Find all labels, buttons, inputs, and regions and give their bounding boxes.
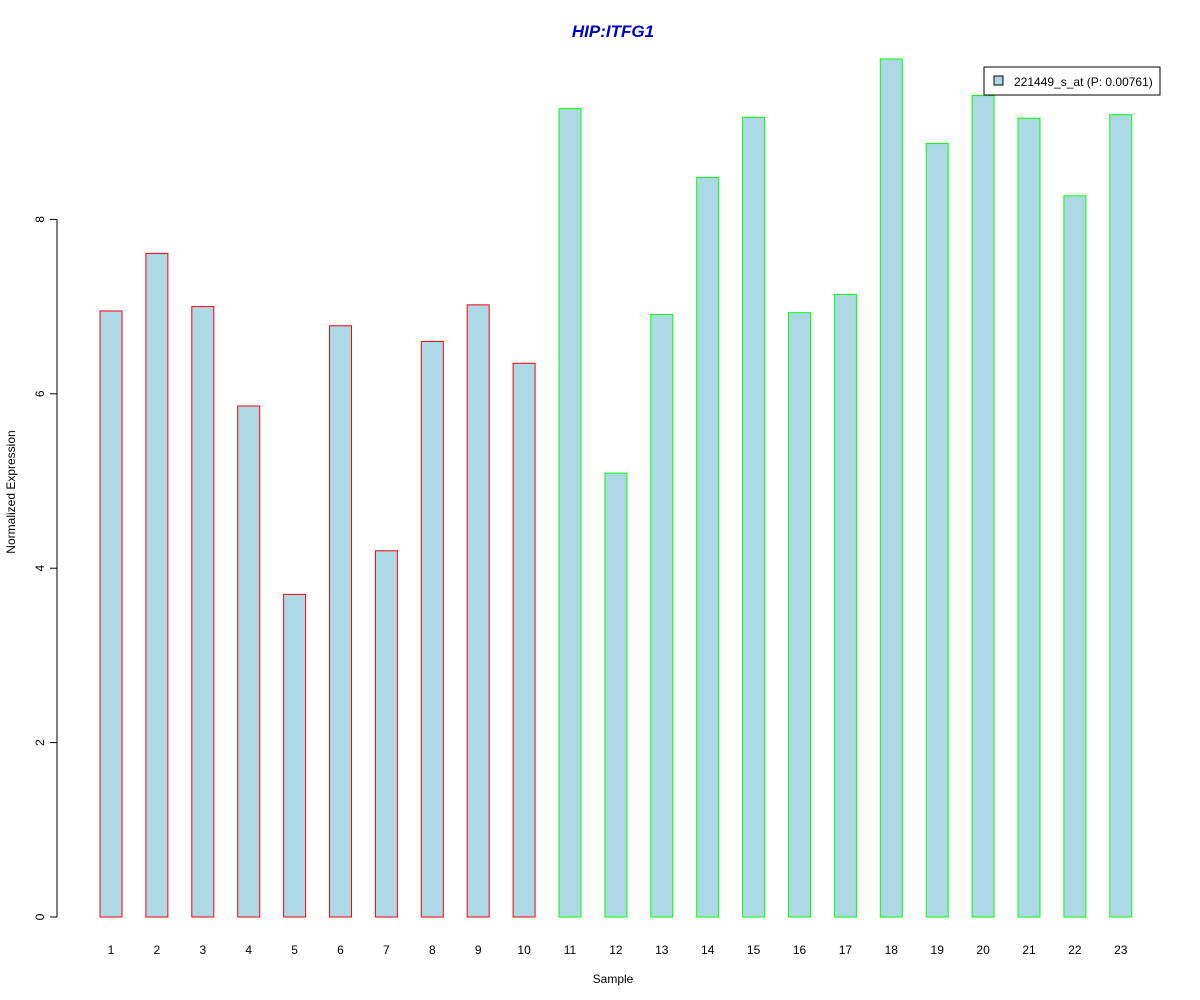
- x-tick-label: 4: [245, 943, 252, 957]
- bar-sample-22: [1063, 195, 1087, 918]
- bar-sample-19: [925, 143, 949, 918]
- y-tick-label: 8: [33, 216, 47, 223]
- x-tick-label: 16: [793, 943, 807, 957]
- bar-sample-18: [879, 58, 903, 918]
- x-tick-label: 20: [976, 943, 990, 957]
- bar-sample-11: [558, 108, 582, 918]
- bar-sample-16: [788, 312, 811, 918]
- bar-sample-4: [237, 405, 261, 918]
- x-tick-label: 7: [383, 943, 390, 957]
- bar-sample-17: [833, 293, 857, 918]
- legend-entry: 221449_s_at (P: 0.00761): [1014, 75, 1153, 89]
- y-tick-label: 2: [33, 739, 47, 746]
- bar-sample-20: [971, 95, 995, 918]
- y-tick-label: 4: [33, 565, 47, 572]
- bars: [99, 58, 1133, 918]
- x-tick-label: 14: [701, 943, 715, 957]
- y-axis: 0 2 4 6 8: [33, 216, 58, 920]
- bar-sample-2: [145, 252, 169, 918]
- x-tick-labels: 1 2 3 4 5 6 7 8 9 10 11 12 13 14 15 16 17 18 19 20 21 22 23: [108, 943, 1128, 957]
- bar-sample-5: [283, 593, 307, 918]
- x-tick-label: 9: [475, 943, 482, 957]
- bar-sample-8: [420, 340, 444, 918]
- x-tick-label: 21: [1022, 943, 1036, 957]
- bar-sample-21: [1017, 117, 1041, 918]
- x-tick-label: 13: [655, 943, 669, 957]
- bar-sample-13: [650, 313, 674, 918]
- bar-sample-14: [696, 177, 720, 918]
- x-tick-label: 3: [199, 943, 206, 957]
- legend: 221449_s_at (P: 0.00761): [983, 66, 1161, 96]
- bar-sample-23: [1109, 114, 1133, 918]
- bar-sample-1: [99, 310, 123, 918]
- x-tick-label: 1: [108, 943, 115, 957]
- x-axis-label: Sample: [593, 972, 634, 986]
- x-tick-label: 10: [517, 943, 531, 957]
- bar-sample-12: [604, 472, 628, 918]
- x-tick-label: 8: [429, 943, 436, 957]
- x-tick-label: 19: [931, 943, 945, 957]
- bar-sample-3: [191, 306, 215, 918]
- y-tick-label: 6: [33, 390, 47, 397]
- x-tick-label: 18: [885, 943, 899, 957]
- bar-sample-7: [374, 550, 398, 918]
- x-tick-label: 6: [337, 943, 344, 957]
- bar-sample-15: [742, 116, 766, 918]
- y-tick-label: 0: [33, 913, 47, 920]
- x-tick-label: 23: [1114, 943, 1128, 957]
- y-axis-label: Normalized Expression: [4, 430, 18, 553]
- x-tick-label: 15: [747, 943, 761, 957]
- legend-box: [983, 66, 1161, 96]
- bar-sample-9: [466, 304, 490, 918]
- x-tick-label: 17: [839, 943, 853, 957]
- x-tick-label: 12: [609, 943, 623, 957]
- x-tick-label: 2: [154, 943, 161, 957]
- bar-sample-10: [512, 362, 536, 918]
- x-tick-label: 5: [291, 943, 298, 957]
- legend-swatch: [993, 75, 1004, 86]
- x-tick-label: 11: [564, 943, 577, 957]
- bar-sample-6: [329, 325, 352, 918]
- x-tick-label: 22: [1068, 943, 1082, 957]
- chart-title: HIP:ITFG1: [572, 22, 654, 41]
